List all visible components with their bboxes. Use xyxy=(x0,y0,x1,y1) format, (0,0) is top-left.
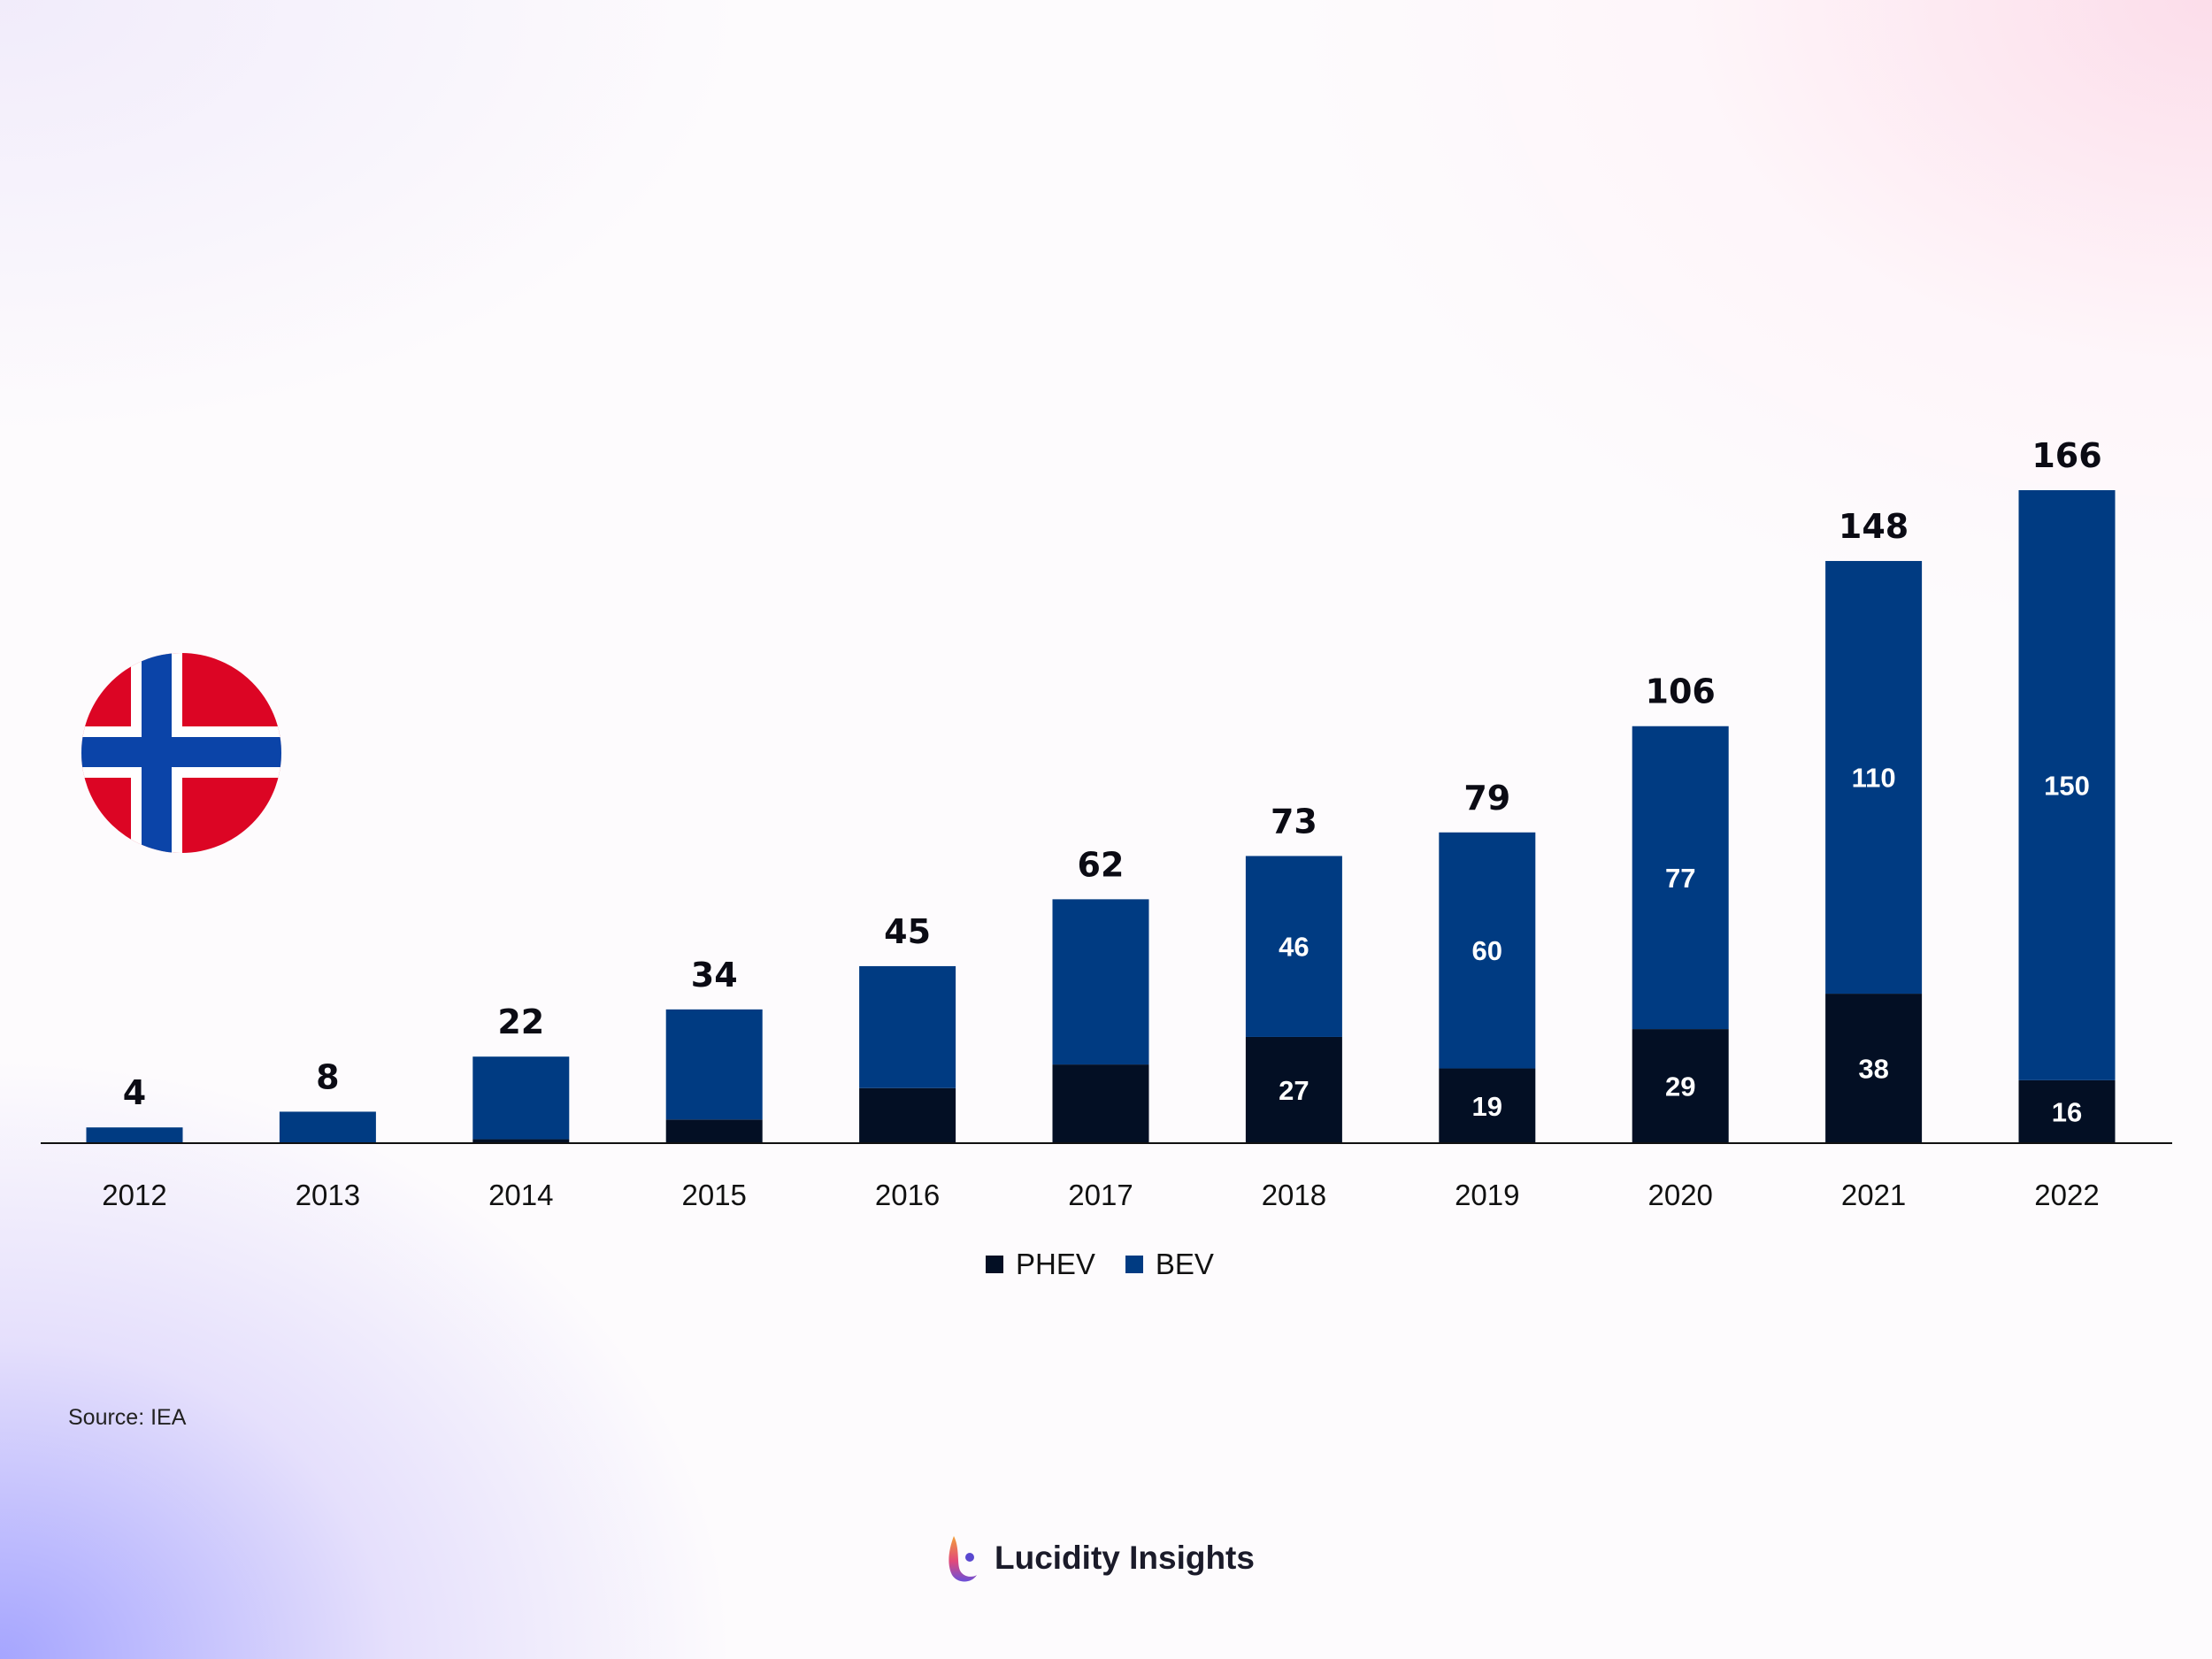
x-tick-2020: 2020 xyxy=(1647,1179,1712,1211)
source-note: Source: IEA xyxy=(68,1405,187,1430)
x-tick-2013: 2013 xyxy=(296,1179,360,1211)
total-label-2019: 79 xyxy=(1463,779,1510,818)
bar-bev-2019 xyxy=(1439,832,1536,1069)
bar-phev-2017 xyxy=(1052,1064,1149,1143)
total-label-2014: 22 xyxy=(497,1002,544,1041)
x-tick-2012: 2012 xyxy=(102,1179,166,1211)
total-label-2017: 62 xyxy=(1078,845,1125,884)
legend-swatch-bev xyxy=(1125,1256,1143,1273)
brand: Lucidity Insights xyxy=(945,1531,1255,1586)
bar-phev-2018 xyxy=(1245,1036,1342,1143)
label-bev-2020: 77 xyxy=(1665,863,1695,894)
total-label-2022: 166 xyxy=(2032,436,2101,475)
bar-chart: 4 8 22 34 45 62 27 46 73 19 60 79 29 77 106 38 110 148 16 1… xyxy=(41,436,2172,1211)
label-phev-2022: 16 xyxy=(2052,1096,2082,1127)
total-label-2016: 45 xyxy=(884,912,931,951)
x-tick-2022: 2022 xyxy=(2034,1179,2099,1211)
bars-group: 4 8 22 34 45 62 27 46 73 19 60 79 29 77 106 38 110 148 16 1… xyxy=(86,436,2116,1143)
bar-bev-2016 xyxy=(859,965,956,1088)
bar-bev-2015 xyxy=(665,1009,763,1120)
label-phev-2019: 19 xyxy=(1472,1091,1502,1122)
label-phev-2021: 38 xyxy=(1858,1054,1888,1085)
total-label-2015: 34 xyxy=(691,956,738,995)
bar-bev-2014 xyxy=(472,1056,570,1140)
x-tick-2019: 2019 xyxy=(1455,1179,1519,1211)
bar-phev-2016 xyxy=(859,1087,956,1143)
total-label-2012: 4 xyxy=(123,1073,146,1112)
norway-flag-icon xyxy=(81,653,281,853)
total-label-2021: 148 xyxy=(1839,507,1909,546)
bar-bev-2012 xyxy=(86,1127,183,1143)
x-tick-labels: 2012 2013 2014 2015 2016 2017 2018 2019 2020 2021… xyxy=(102,1179,2099,1211)
x-tick-2018: 2018 xyxy=(1262,1179,1326,1211)
bar-bev-2020 xyxy=(1632,726,1729,1030)
x-tick-2021: 2021 xyxy=(1841,1179,1906,1211)
label-phev-2020: 29 xyxy=(1665,1071,1695,1102)
bar-bev-2022 xyxy=(2018,490,2116,1080)
total-label-2020: 106 xyxy=(1646,672,1716,711)
bar-bev-2018 xyxy=(1245,856,1342,1037)
legend-label-bev: BEV xyxy=(1155,1248,1214,1280)
bar-phev-2014 xyxy=(472,1139,570,1143)
bar-bev-2021 xyxy=(1825,561,1923,995)
legend-item-bev: BEV xyxy=(1125,1248,1214,1281)
brand-name: Lucidity Insights xyxy=(995,1540,1255,1576)
label-phev-2018: 27 xyxy=(1279,1075,1309,1106)
x-tick-2017: 2017 xyxy=(1068,1179,1133,1211)
total-label-2013: 8 xyxy=(316,1057,339,1096)
x-tick-2014: 2014 xyxy=(488,1179,553,1211)
label-bev-2021: 110 xyxy=(1852,763,1896,794)
label-bev-2022: 150 xyxy=(2044,770,2090,801)
x-tick-2015: 2015 xyxy=(681,1179,746,1211)
label-bev-2019: 60 xyxy=(1472,935,1502,966)
bar-phev-2015 xyxy=(665,1119,763,1143)
x-tick-2016: 2016 xyxy=(875,1179,940,1211)
legend-swatch-phev xyxy=(986,1256,1003,1273)
bar-phev-2022 xyxy=(2018,1079,2116,1143)
legend-label-phev: PHEV xyxy=(1016,1248,1095,1280)
legend: PHEV BEV xyxy=(986,1248,1214,1281)
label-bev-2018: 46 xyxy=(1279,932,1309,963)
legend-item-phev: PHEV xyxy=(986,1248,1095,1281)
total-label-2018: 73 xyxy=(1271,802,1317,841)
bar-phev-2021 xyxy=(1825,994,1923,1143)
bar-bev-2017 xyxy=(1052,899,1149,1065)
bar-phev-2020 xyxy=(1632,1029,1729,1143)
bar-bev-2013 xyxy=(279,1111,376,1143)
bar-phev-2019 xyxy=(1439,1068,1536,1143)
lucidity-logo-icon xyxy=(949,1536,977,1582)
